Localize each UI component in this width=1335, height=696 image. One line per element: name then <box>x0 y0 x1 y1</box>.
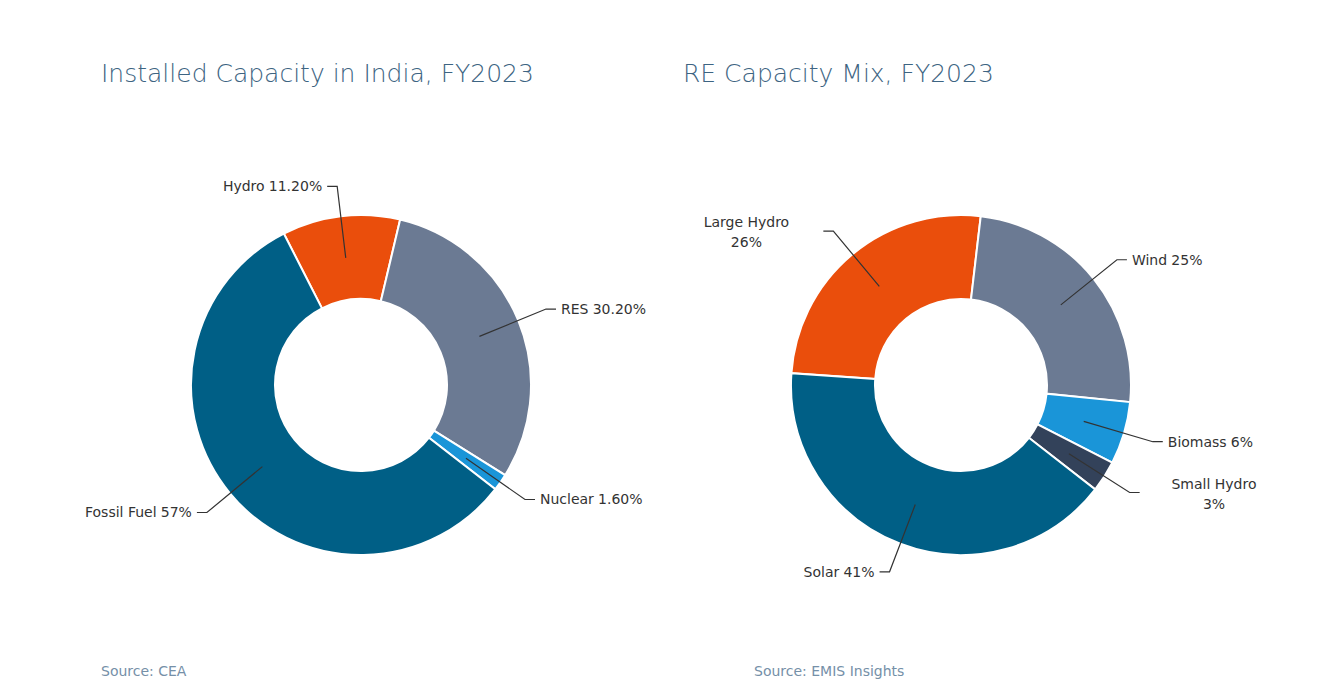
data-label: Solar41% <box>804 564 875 580</box>
label-category: Small Hydro <box>1171 476 1256 492</box>
data-labels: Hydro11.20% RES30.20% Nuclear1.60% Fossil F… <box>85 178 646 520</box>
label-category: Solar <box>804 564 840 580</box>
data-label: Hydro11.20% <box>223 178 322 194</box>
chart-title: RE Capacity Mix, FY2023 <box>683 59 994 88</box>
donut-slice <box>791 373 1095 555</box>
donut-chart: Installed Capacity in India, FY2023 Sourc… <box>85 59 646 679</box>
label-value: 3% <box>1203 496 1225 512</box>
donut-slice <box>191 234 495 555</box>
label-value: 30.20% <box>593 301 646 317</box>
leader-line <box>1061 260 1127 305</box>
label-value: 26% <box>731 234 762 250</box>
donut-slice <box>791 215 980 379</box>
label-value: 11.20% <box>269 178 322 194</box>
source-note: Source: EMIS Insights <box>754 663 904 679</box>
donut-slice <box>381 220 531 476</box>
data-label: Small Hydro 3% <box>1171 476 1256 512</box>
label-value: 41% <box>843 564 874 580</box>
leader-line <box>823 231 879 286</box>
donut-chart: RE Capacity Mix, FY2023 Source: EMIS Insi… <box>683 59 1257 679</box>
label-category: Biomass <box>1168 434 1227 450</box>
data-label: Large Hydro 26% <box>704 214 790 250</box>
slices <box>191 215 531 555</box>
leader-line <box>327 186 346 257</box>
label-category: RES <box>561 301 589 317</box>
leader-line <box>466 458 535 499</box>
canvas: Installed Capacity in India, FY2023 Sourc… <box>0 0 1335 696</box>
label-category: Large Hydro <box>704 214 790 230</box>
label-category: Wind <box>1132 252 1167 268</box>
donut-slice <box>971 216 1131 402</box>
label-value: 57% <box>161 504 192 520</box>
data-label: RES30.20% <box>561 301 646 317</box>
label-value: 1.60% <box>598 491 642 507</box>
label-category: Nuclear <box>540 491 594 507</box>
leader-line <box>1069 454 1140 493</box>
leader-line <box>1084 421 1163 441</box>
leader-line <box>197 467 262 513</box>
data-label: Biomass6% <box>1168 434 1253 450</box>
chart-title: Installed Capacity in India, FY2023 <box>101 59 534 88</box>
data-label: Wind25% <box>1132 252 1203 268</box>
leader-line <box>479 309 556 336</box>
label-value: 25% <box>1171 252 1202 268</box>
label-value: 6% <box>1231 434 1253 450</box>
label-category: Hydro <box>223 178 265 194</box>
source-note: Source: CEA <box>101 663 187 679</box>
label-category: Fossil Fuel <box>85 504 157 520</box>
data-labels: Large Hydro 26% Wind25% Biomass6% Small Hydr… <box>704 214 1257 580</box>
slices <box>791 215 1131 555</box>
leader-line <box>880 505 916 572</box>
data-label: Fossil Fuel57% <box>85 504 192 520</box>
data-label: Nuclear1.60% <box>540 491 643 507</box>
